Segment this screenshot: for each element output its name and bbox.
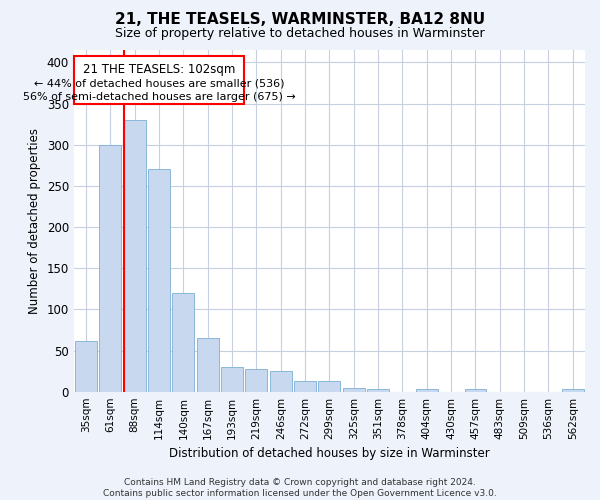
- Bar: [245, 368, 268, 392]
- Y-axis label: Number of detached properties: Number of detached properties: [28, 128, 41, 314]
- Bar: [172, 293, 194, 392]
- Bar: [416, 389, 438, 392]
- Bar: [100, 144, 121, 392]
- Bar: [562, 389, 584, 392]
- Bar: [197, 338, 218, 392]
- Text: 56% of semi-detached houses are larger (675) →: 56% of semi-detached houses are larger (…: [23, 92, 295, 102]
- Text: 21 THE TEASELS: 102sqm: 21 THE TEASELS: 102sqm: [83, 62, 235, 76]
- Bar: [464, 389, 487, 392]
- Text: Size of property relative to detached houses in Warminster: Size of property relative to detached ho…: [115, 28, 485, 40]
- Bar: [367, 389, 389, 392]
- Text: Contains HM Land Registry data © Crown copyright and database right 2024.
Contai: Contains HM Land Registry data © Crown c…: [103, 478, 497, 498]
- Bar: [124, 120, 146, 392]
- Bar: [343, 388, 365, 392]
- Bar: [319, 381, 340, 392]
- Bar: [294, 381, 316, 392]
- FancyBboxPatch shape: [74, 56, 244, 104]
- Bar: [75, 340, 97, 392]
- Text: ← 44% of detached houses are smaller (536): ← 44% of detached houses are smaller (53…: [34, 78, 284, 88]
- Bar: [221, 367, 243, 392]
- Bar: [270, 371, 292, 392]
- Text: 21, THE TEASELS, WARMINSTER, BA12 8NU: 21, THE TEASELS, WARMINSTER, BA12 8NU: [115, 12, 485, 28]
- X-axis label: Distribution of detached houses by size in Warminster: Distribution of detached houses by size …: [169, 447, 490, 460]
- Bar: [148, 170, 170, 392]
